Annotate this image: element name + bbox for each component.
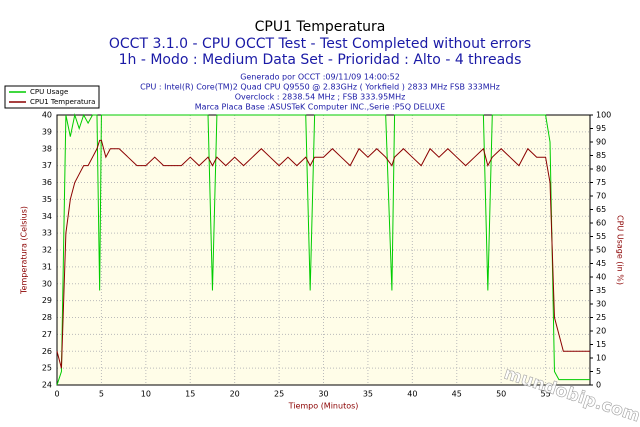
x-tick-label: 35 [363,390,373,399]
y-tick-label: 37 [42,161,52,170]
y-tick-label: 29 [42,296,52,305]
y-tick-label: 31 [42,262,52,271]
x-tick-label: 25 [274,390,284,399]
y2-tick-label: 0 [596,381,601,390]
x-tick-label: 30 [318,390,328,399]
y-axis-label: Temperatura (Celsius) [20,206,29,295]
y-tick-label: 35 [42,195,52,204]
y2-tick-label: 5 [596,367,601,376]
y2-tick-label: 15 [596,340,606,349]
y-tick-label: 33 [42,229,52,238]
legend-label: CPU1 Temperatura [30,98,95,106]
y-tick-label: 28 [42,313,52,322]
x-tick-label: 10 [141,390,151,399]
x-tick-label: 45 [452,390,462,399]
x-tick-label: 15 [185,390,195,399]
y2-tick-label: 20 [596,327,606,336]
y2-tick-label: 10 [596,354,606,363]
y-tick-label: 27 [42,330,52,339]
y-tick-label: 40 [42,111,52,120]
y2-tick-label: 55 [596,232,606,241]
y2-tick-label: 75 [596,178,606,187]
y2-tick-label: 85 [596,151,606,160]
y-tick-label: 24 [42,381,52,390]
y-tick-label: 25 [42,364,52,373]
y-tick-label: 30 [42,279,52,288]
legend-box [4,85,100,109]
x-axis-label: Tiempo (Minutos) [288,402,359,411]
y2-tick-label: 60 [596,219,606,228]
y2-tick-label: 70 [596,192,606,201]
y2-tick-label: 45 [596,259,606,268]
y2-tick-label: 40 [596,273,606,282]
info-line: Overclock : 2838.54 MHz ; FSB 333.95MHz [235,93,406,102]
line-series [56,139,590,369]
x-tick-label: 0 [54,390,59,399]
x-tick-label: 50 [496,390,506,399]
y-tick-label: 32 [42,246,52,255]
y-tick-label: 34 [42,212,52,221]
y-tick-label: 26 [42,347,52,356]
chart-subtitle: 1h - Modo : Medium Data Set - Prioridad … [119,52,522,68]
y2-tick-label: 90 [596,138,606,147]
y2-tick-label: 30 [596,300,606,309]
y2-tick-label: 95 [596,124,606,133]
info-line: CPU : Intel(R) Core(TM)2 Quad CPU Q9550 … [140,83,500,92]
y-tick-label: 38 [42,144,52,153]
y2-tick-label: 25 [596,313,606,322]
chart-subtitle: OCCT 3.1.0 - CPU OCCT Test - Test Comple… [109,36,531,52]
info-line: Marca Placa Base :ASUSTeK Computer INC.,… [195,103,445,112]
info-line: Generado por OCCT :09/11/09 14:00:52 [240,73,400,82]
x-tick-label: 5 [99,390,104,399]
y2-tick-label: 65 [596,205,606,214]
y-tick-label: 36 [42,178,52,187]
y2-tick-label: 80 [596,165,606,174]
x-tick-label: 20 [230,390,240,399]
y-tick-label: 39 [42,127,52,136]
x-tick-label: 55 [540,390,550,399]
legend-label: CPU Usage [30,88,68,96]
chart-title: CPU1 Temperatura [255,19,386,35]
x-tick-label: 40 [407,390,417,399]
line-series [56,113,590,386]
y2-tick-label: 50 [596,246,606,255]
y2-tick-label: 35 [596,286,606,295]
y2-axis-label: CPU Usage (in %) [616,215,625,285]
y2-tick-label: 100 [596,111,611,120]
